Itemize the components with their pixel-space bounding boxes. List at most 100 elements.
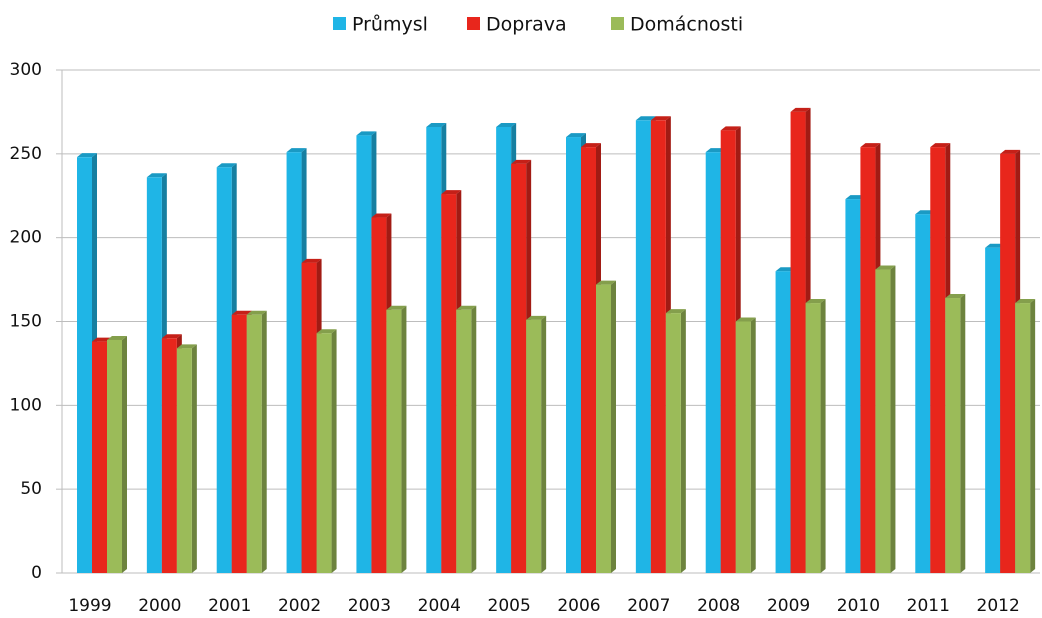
bar	[511, 163, 527, 574]
x-tick-label: 1999	[68, 596, 111, 616]
bar-side	[541, 315, 547, 573]
bar-side	[820, 299, 826, 573]
bar-top	[735, 317, 756, 322]
bar-top	[176, 344, 197, 349]
x-tick-label: 2003	[348, 596, 391, 616]
x-tick-label: 2012	[977, 596, 1020, 616]
y-tick-label: 50	[20, 479, 42, 499]
bar-side	[191, 344, 197, 573]
bar-top	[665, 309, 686, 314]
bar	[665, 313, 681, 573]
bar	[146, 177, 162, 573]
bar	[581, 147, 596, 574]
legend-swatch	[611, 17, 624, 30]
bar	[456, 309, 472, 573]
bar	[845, 199, 861, 573]
x-tick-label: 2001	[208, 596, 251, 616]
bar-side	[261, 310, 267, 573]
bar-top	[456, 305, 477, 310]
bar	[790, 111, 806, 574]
bar	[386, 309, 402, 573]
bar-top	[1015, 299, 1036, 304]
bar-top	[945, 294, 966, 299]
bar-side	[122, 335, 127, 573]
legend-swatch	[467, 17, 480, 30]
bar	[371, 217, 387, 573]
bar-top	[316, 329, 337, 334]
bar-top	[77, 153, 97, 158]
bar-top	[246, 310, 267, 315]
x-tick-label: 2004	[418, 596, 461, 616]
x-tick-label: 2010	[837, 596, 880, 616]
bar	[1000, 153, 1016, 574]
bar-side	[611, 280, 616, 573]
bar	[426, 127, 442, 574]
bar-top	[286, 148, 307, 153]
bar	[596, 284, 611, 573]
bar-top	[496, 123, 517, 128]
bar	[945, 298, 961, 573]
bar-top	[805, 299, 826, 304]
bar	[1015, 303, 1031, 573]
bar-top	[720, 126, 741, 131]
x-tick-label: 2006	[557, 596, 600, 616]
bar-top	[581, 143, 601, 148]
bar	[566, 137, 581, 574]
bar-top	[146, 173, 167, 178]
bar	[860, 147, 876, 574]
x-tick-label: 2000	[138, 596, 181, 616]
bar-top	[511, 159, 532, 164]
bar-top	[216, 163, 237, 168]
bar-side	[680, 309, 686, 573]
bar	[231, 314, 247, 573]
bar-side	[471, 305, 477, 573]
legend-label: Doprava	[486, 14, 567, 36]
bar	[161, 338, 177, 573]
x-tick-label: 2007	[627, 596, 670, 616]
bar-side	[960, 294, 966, 573]
legend-swatch	[333, 17, 346, 30]
bar	[176, 348, 192, 573]
bar	[705, 152, 721, 573]
bar	[805, 303, 821, 573]
bar-top	[526, 315, 547, 320]
bar-top	[566, 133, 586, 138]
bar	[246, 314, 262, 573]
bar-top	[161, 334, 182, 339]
bar	[875, 269, 891, 573]
bar-top	[790, 107, 811, 112]
bar	[356, 135, 372, 573]
y-tick-label: 100	[10, 395, 42, 415]
bar	[107, 339, 122, 573]
y-tick-label: 150	[10, 312, 42, 332]
y-tick-label: 200	[10, 228, 42, 248]
legend-label: Domácnosti	[630, 14, 743, 36]
bar-top	[107, 335, 127, 340]
x-tick-label: 2002	[278, 596, 321, 616]
bar	[720, 130, 736, 574]
bar	[441, 194, 457, 573]
bar	[650, 120, 666, 574]
bar-top	[356, 131, 377, 136]
legend-label: Průmysl	[352, 14, 428, 36]
bar	[496, 127, 512, 574]
bar-top	[650, 116, 671, 121]
bar-top	[930, 143, 951, 148]
bar-top	[426, 123, 447, 128]
bar-top	[231, 310, 252, 315]
bar	[635, 120, 651, 574]
y-tick-label: 0	[31, 563, 42, 583]
bar	[775, 271, 791, 573]
bar-side	[1030, 299, 1036, 573]
bar-top	[386, 305, 407, 310]
y-tick-label: 250	[10, 144, 42, 164]
bar	[985, 247, 1001, 573]
bar-side	[890, 265, 896, 573]
bar-top	[1000, 149, 1021, 154]
bar	[930, 147, 946, 574]
bar	[286, 152, 302, 573]
bar	[77, 157, 92, 574]
bar-top	[860, 143, 881, 148]
bar-top	[875, 265, 896, 270]
